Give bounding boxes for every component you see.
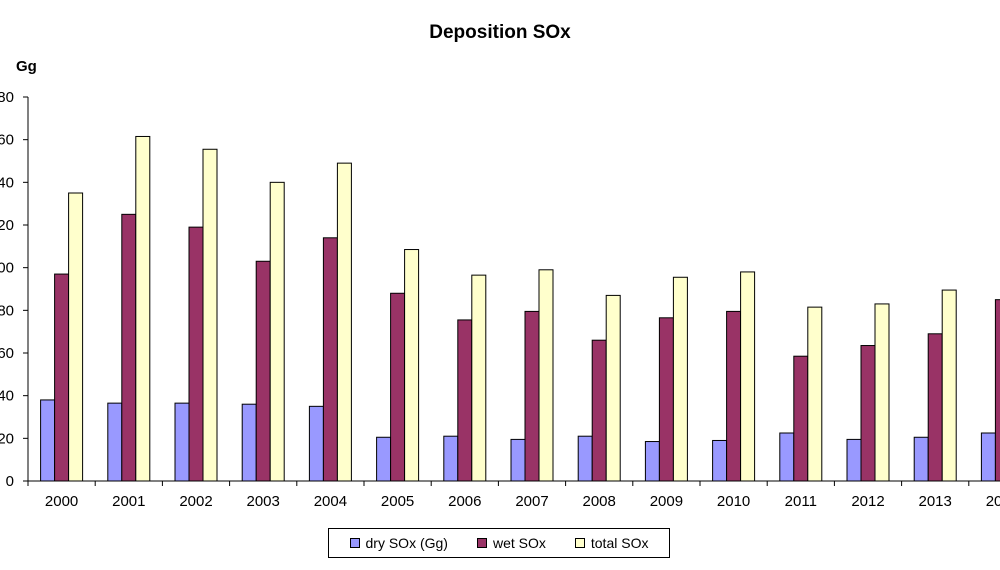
bar-dry (980, 432, 996, 482)
legend: dry SOx (Gg) wet SOx total SOx (328, 528, 670, 558)
bar-total (672, 276, 688, 482)
legend-swatch-wet (476, 538, 487, 548)
bar-dry (577, 435, 593, 482)
bar-wet (927, 333, 943, 482)
y-tick-label: 100 (0, 260, 14, 277)
bar-total (202, 148, 218, 482)
bar-dry (308, 405, 324, 482)
x-tick-label: 2006 (448, 493, 481, 510)
x-tick-label: 2000 (45, 493, 78, 510)
bar-wet (726, 310, 742, 482)
bar-wet (457, 319, 473, 482)
y-axis-label: Gg (16, 58, 37, 75)
x-tick-label: 2008 (583, 493, 616, 510)
x-tick-label: 2005 (381, 493, 414, 510)
legend-label-dry: dry SOx (Gg) (365, 535, 448, 551)
x-tick-label: 2004 (314, 493, 347, 510)
legend-swatch-dry (349, 538, 360, 548)
bar-total (269, 181, 285, 482)
bar-total (135, 135, 151, 482)
x-tick-label: 2007 (515, 493, 548, 510)
legend-item-dry: dry SOx (Gg) (349, 535, 448, 551)
y-tick-label: 80 (0, 302, 14, 319)
bar-total (68, 192, 84, 482)
x-tick-label: 2009 (650, 493, 683, 510)
y-tick-label: 60 (0, 345, 14, 362)
bar-total (941, 289, 957, 482)
bar-total (538, 269, 554, 482)
bar-dry (913, 436, 929, 482)
x-tick-label: 2011 (785, 493, 817, 510)
bar-wet (121, 213, 137, 482)
legend-item-total: total SOx (574, 535, 649, 551)
x-tick-label: 2010 (717, 493, 750, 510)
bar-dry (712, 439, 728, 482)
bar-dry (846, 438, 862, 482)
bar-wet (188, 226, 204, 482)
bar-wet (591, 339, 607, 482)
bar-dry (107, 402, 123, 482)
bar-dry (779, 432, 795, 482)
bar-dry (40, 399, 56, 482)
bar-dry (376, 436, 392, 482)
legend-label-total: total SOx (590, 535, 649, 551)
bar-total (471, 274, 487, 482)
bar-total (336, 162, 352, 482)
bar-dry (241, 403, 257, 482)
bar-dry (174, 402, 190, 482)
legend-swatch-total (574, 538, 585, 548)
bar-total (807, 306, 823, 482)
x-tick-label: 2002 (179, 493, 212, 510)
y-tick-label: 0 (6, 473, 14, 490)
bar-total (740, 271, 756, 482)
bar-dry (443, 435, 459, 482)
y-tick-label: 140 (0, 174, 14, 191)
bar-wet (994, 299, 1000, 482)
y-tick-label: 160 (0, 132, 14, 149)
y-tick-label: 180 (0, 89, 14, 106)
legend-item-wet: wet SOx (476, 535, 546, 551)
bar-total (874, 303, 890, 482)
bar-wet (54, 273, 70, 482)
x-tick-label: 2014 (986, 493, 1000, 510)
bar-wet (390, 292, 406, 482)
bar-dry (644, 441, 660, 482)
x-tick-label: 2003 (247, 493, 280, 510)
bar-wet (793, 355, 809, 482)
chart-title: Deposition SOx (429, 22, 571, 43)
y-tick-label: 40 (0, 388, 14, 405)
x-tick-label: 2013 (919, 493, 952, 510)
bar-total (605, 294, 621, 482)
y-tick-label: 120 (0, 217, 14, 234)
bar-wet (860, 345, 876, 482)
bar-dry (510, 438, 526, 482)
bar-wet (524, 310, 540, 482)
x-tick-label: 2001 (112, 493, 145, 510)
bar-total (404, 249, 420, 482)
legend-label-wet: wet SOx (492, 535, 546, 551)
y-tick-label: 20 (0, 430, 14, 447)
x-tick-label: 2012 (851, 493, 884, 510)
bar-wet (658, 317, 674, 482)
bar-wet (255, 260, 271, 482)
bar-wet (322, 237, 338, 482)
